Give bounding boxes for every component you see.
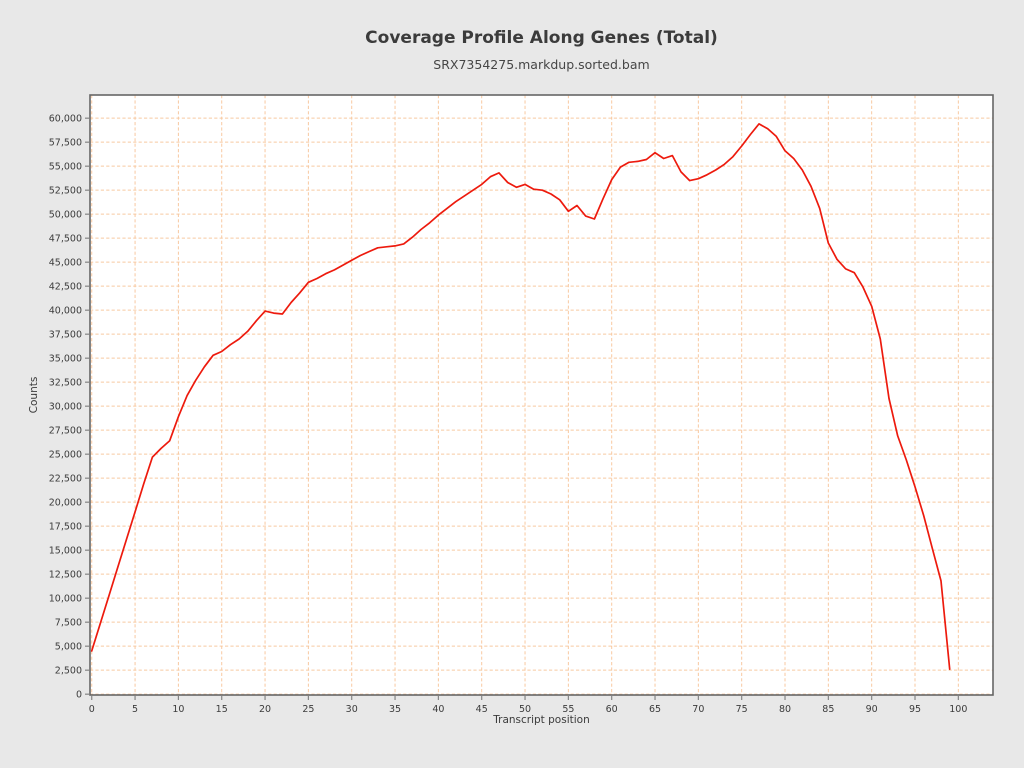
x-tick-label: 45 — [476, 704, 488, 715]
y-tick-label: 60,000 — [49, 113, 82, 124]
x-tick-label: 25 — [302, 704, 314, 715]
y-tick-label: 27,500 — [49, 425, 82, 436]
y-tick-label: 15,000 — [49, 545, 82, 556]
x-tick-label: 75 — [736, 704, 748, 715]
x-tick-label: 0 — [89, 704, 95, 715]
y-tick-label: 25,000 — [49, 449, 82, 460]
y-tick-label: 50,000 — [49, 209, 82, 220]
x-tick-label: 70 — [692, 704, 704, 715]
x-tick-label: 85 — [822, 704, 834, 715]
x-tick-label: 30 — [346, 704, 358, 715]
x-tick-label: 65 — [649, 704, 661, 715]
y-tick-label: 32,500 — [49, 377, 82, 388]
x-tick-label: 5 — [132, 704, 138, 715]
chart-title: Coverage Profile Along Genes (Total) — [365, 28, 718, 48]
x-tick-label: 10 — [172, 704, 184, 715]
x-tick-label: 50 — [519, 704, 531, 715]
y-tick-label: 35,000 — [49, 353, 82, 364]
y-tick-label: 42,500 — [49, 281, 82, 292]
y-tick-label: 45,000 — [49, 257, 82, 268]
x-tick-label: 15 — [216, 704, 228, 715]
coverage-line — [90, 123, 951, 671]
x-tick-label: 40 — [432, 704, 444, 715]
x-tick-label: 35 — [389, 704, 401, 715]
plot-border — [89, 94, 994, 696]
y-tick-label: 10,000 — [49, 593, 82, 604]
x-tick-label: 55 — [562, 704, 574, 715]
y-tick-label: 12,500 — [49, 569, 82, 580]
y-axis-title: Counts — [28, 376, 40, 414]
y-tick-label: 17,500 — [49, 521, 82, 532]
y-tick-label: 30,000 — [49, 401, 82, 412]
chart-subtitle: SRX7354275.markdup.sorted.bam — [433, 57, 650, 72]
y-tick-label: 2,500 — [55, 665, 82, 676]
y-tick-label: 47,500 — [49, 233, 82, 244]
y-tick-label: 5,000 — [55, 641, 82, 652]
plot-area — [90, 95, 993, 695]
x-tick-label: 100 — [949, 704, 967, 715]
y-tick-label: 52,500 — [49, 185, 82, 196]
y-tick-label: 7,500 — [55, 617, 82, 628]
x-tick-label: 95 — [909, 704, 921, 715]
y-tick-label: 0 — [76, 689, 82, 700]
x-tick-label: 80 — [779, 704, 791, 715]
y-tick-label: 57,500 — [49, 137, 82, 148]
x-tick-label: 90 — [866, 704, 878, 715]
x-tick-label: 60 — [606, 704, 618, 715]
y-tick-label: 37,500 — [49, 329, 82, 340]
y-tick-label: 22,500 — [49, 473, 82, 484]
y-tick-label: 55,000 — [49, 161, 82, 172]
x-axis-title: Transcript position — [493, 714, 590, 726]
y-tick-label: 20,000 — [49, 497, 82, 508]
x-tick-label: 20 — [259, 704, 271, 715]
y-tick-label: 40,000 — [49, 305, 82, 316]
